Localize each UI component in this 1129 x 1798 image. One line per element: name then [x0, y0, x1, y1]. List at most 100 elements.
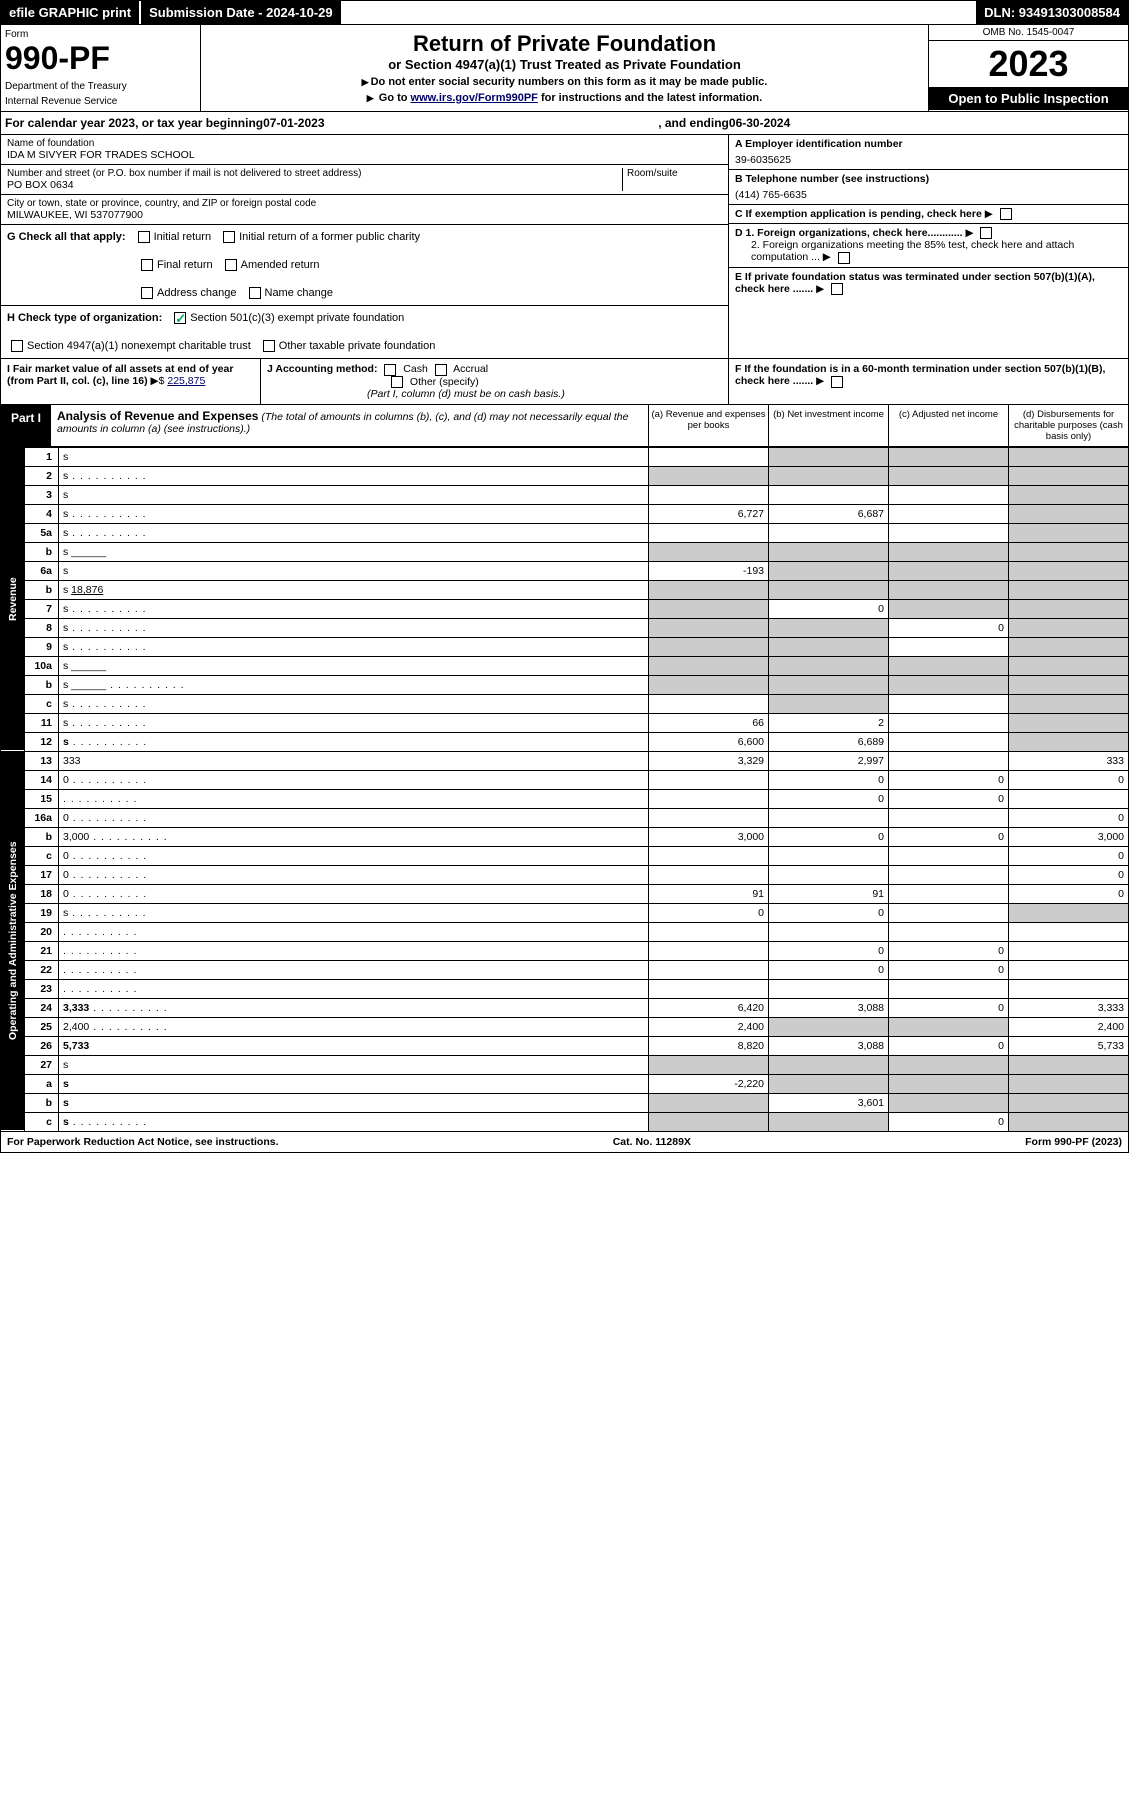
efile-label: efile GRAPHIC print: [1, 1, 139, 24]
cell-col-d: [1009, 504, 1129, 523]
cell-col-a: [649, 656, 769, 675]
cell-col-d: [1009, 466, 1129, 485]
cell-col-b: [769, 542, 889, 561]
cell-col-c: [889, 1074, 1009, 1093]
cell-col-a: [649, 1093, 769, 1112]
tax-year: 2023: [929, 41, 1128, 87]
cell-col-c: [889, 903, 1009, 922]
table-row: 1700: [1, 865, 1129, 884]
table-row: 4s6,7276,687: [1, 504, 1129, 523]
cell-col-d: [1009, 637, 1129, 656]
table-row: 5as: [1, 523, 1129, 542]
line-description: s: [59, 713, 649, 732]
cell-col-d: [1009, 922, 1129, 941]
cell-col-a: [649, 941, 769, 960]
line-number: 23: [25, 979, 59, 998]
cb-amended[interactable]: [225, 259, 237, 271]
cell-col-b: [769, 979, 889, 998]
table-row: bs3,601: [1, 1093, 1129, 1112]
line-description: s: [59, 694, 649, 713]
line-description: 0: [59, 865, 649, 884]
line-description: s: [59, 637, 649, 656]
table-row: 243,3336,4203,08803,333: [1, 998, 1129, 1017]
cb-c[interactable]: [1000, 208, 1012, 220]
line-number: c: [25, 694, 59, 713]
cell-col-a: [649, 580, 769, 599]
line-number: 4: [25, 504, 59, 523]
line-number: 1: [25, 447, 59, 466]
note-link: Go to www.irs.gov/Form990PF for instruct…: [207, 92, 922, 104]
cell-col-d: [1009, 903, 1129, 922]
cb-501c3[interactable]: [174, 312, 186, 324]
cb-d2[interactable]: [838, 252, 850, 264]
cb-cash[interactable]: [384, 364, 396, 376]
cell-col-a: 6,420: [649, 998, 769, 1017]
cb-e[interactable]: [831, 283, 843, 295]
line-number: 19: [25, 903, 59, 922]
line-number: b: [25, 580, 59, 599]
line-description: s: [59, 466, 649, 485]
form-title: Return of Private Foundation: [207, 31, 922, 57]
fmv-value[interactable]: 225,875: [167, 375, 205, 387]
cell-col-d: [1009, 675, 1129, 694]
line-description: s: [59, 1055, 649, 1074]
cb-initial[interactable]: [138, 231, 150, 243]
line-description: s ______: [59, 675, 649, 694]
table-row: bs ______: [1, 675, 1129, 694]
footer: For Paperwork Reduction Act Notice, see …: [0, 1132, 1129, 1153]
cb-other-method[interactable]: [391, 376, 403, 388]
cell-col-d: [1009, 1055, 1129, 1074]
footer-left: For Paperwork Reduction Act Notice, see …: [7, 1136, 279, 1148]
d2-label: 2. Foreign organizations meeting the 85%…: [751, 239, 1074, 263]
line-number: 10a: [25, 656, 59, 675]
cb-d1[interactable]: [980, 227, 992, 239]
cell-col-b: [769, 675, 889, 694]
cell-col-a: [649, 846, 769, 865]
table-row: 7s0: [1, 599, 1129, 618]
ein-label: A Employer identification number: [735, 138, 1122, 150]
room-label: Room/suite: [627, 168, 722, 179]
cb-initial-former[interactable]: [223, 231, 235, 243]
cb-f[interactable]: [831, 376, 843, 388]
cell-col-a: [649, 1055, 769, 1074]
cell-col-d: [1009, 580, 1129, 599]
cell-col-b: 0: [769, 599, 889, 618]
note-ssn: Do not enter social security numbers on …: [207, 76, 922, 88]
submission-date: Submission Date - 2024-10-29: [141, 1, 341, 24]
cell-col-b: [769, 466, 889, 485]
cell-col-d: [1009, 1074, 1129, 1093]
top-bar: efile GRAPHIC print Submission Date - 20…: [0, 0, 1129, 25]
cell-col-b: [769, 618, 889, 637]
table-row: 18091910: [1, 884, 1129, 903]
table-row: cs: [1, 694, 1129, 713]
cell-col-a: 3,000: [649, 827, 769, 846]
cell-col-c: 0: [889, 618, 1009, 637]
ein: 39-6035625: [735, 154, 1122, 166]
cell-col-d: 0: [1009, 770, 1129, 789]
cell-col-c: [889, 732, 1009, 751]
cell-col-a: 91: [649, 884, 769, 903]
table-row: as-2,220: [1, 1074, 1129, 1093]
cb-name[interactable]: [249, 287, 261, 299]
line-description: s: [59, 1112, 649, 1131]
cell-col-b: [769, 694, 889, 713]
cb-4947[interactable]: [11, 340, 23, 352]
cb-address[interactable]: [141, 287, 153, 299]
cell-col-c: [889, 713, 1009, 732]
irs-link[interactable]: www.irs.gov/Form990PF: [411, 92, 538, 104]
omb-number: OMB No. 1545-0047: [929, 25, 1128, 41]
form-subtitle: or Section 4947(a)(1) Trust Treated as P…: [207, 57, 922, 72]
cell-col-a: 8,820: [649, 1036, 769, 1055]
cell-col-a: [649, 637, 769, 656]
cb-accrual[interactable]: [435, 364, 447, 376]
cb-final[interactable]: [141, 259, 153, 271]
table-row: 19s00: [1, 903, 1129, 922]
line-description: s: [59, 903, 649, 922]
cell-col-a: [649, 1112, 769, 1131]
line-number: 25: [25, 1017, 59, 1036]
cell-col-b: [769, 485, 889, 504]
cb-other-tax[interactable]: [263, 340, 275, 352]
cell-col-d: 0: [1009, 865, 1129, 884]
cell-col-a: [649, 466, 769, 485]
cell-col-c: [889, 694, 1009, 713]
